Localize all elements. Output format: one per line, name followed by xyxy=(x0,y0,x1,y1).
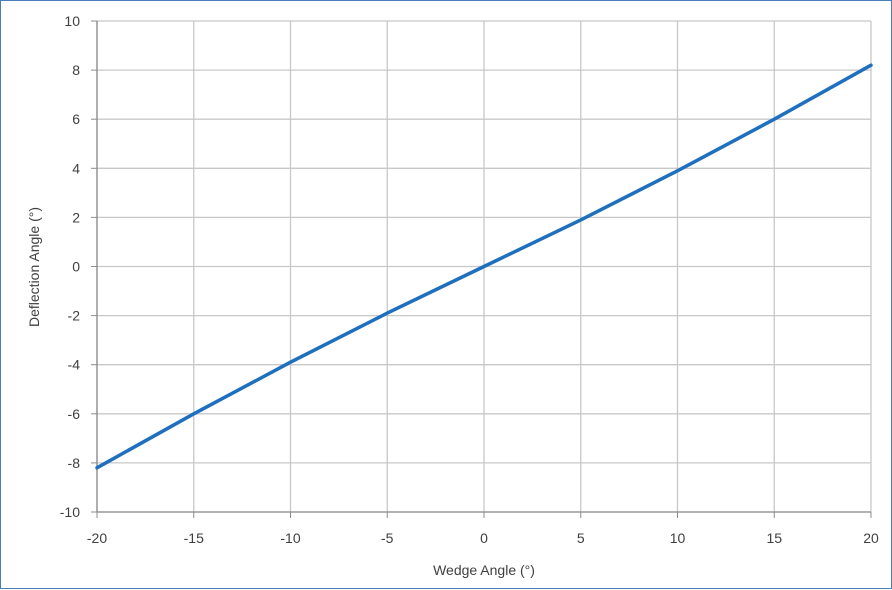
x-tick-label: -20 xyxy=(87,530,107,546)
y-tick-label: -6 xyxy=(68,406,81,422)
y-tick-label: 2 xyxy=(72,209,80,225)
y-tick-label: 0 xyxy=(72,259,80,275)
x-tick-labels: -20 -15 -10 -5 0 5 10 15 20 xyxy=(87,530,879,546)
y-tick-label: 8 xyxy=(72,62,80,78)
x-tick-label: -5 xyxy=(381,530,394,546)
y-tick-label: 4 xyxy=(72,160,80,176)
x-tick-label: 20 xyxy=(863,530,879,546)
x-tick-label: 5 xyxy=(577,530,585,546)
y-axis-title: Deflection Angle (°) xyxy=(26,207,42,327)
y-tick-labels: 10 8 6 4 2 0 -2 -4 -6 -8 -10 xyxy=(60,13,80,520)
x-tick-label: 0 xyxy=(480,530,488,546)
y-tick-label: 6 xyxy=(72,111,80,127)
y-tick-label: -2 xyxy=(68,308,81,324)
x-axis-title: Wedge Angle (°) xyxy=(433,562,535,578)
x-tick-label: -10 xyxy=(280,530,300,546)
y-tick-label: -10 xyxy=(60,504,80,520)
y-tick-label: 10 xyxy=(64,13,80,29)
x-tick-label: -15 xyxy=(184,530,204,546)
x-tick-label: 10 xyxy=(670,530,686,546)
y-tick-label: -4 xyxy=(68,357,81,373)
x-tick-label: 15 xyxy=(766,530,782,546)
y-tick-label: -8 xyxy=(68,455,81,471)
